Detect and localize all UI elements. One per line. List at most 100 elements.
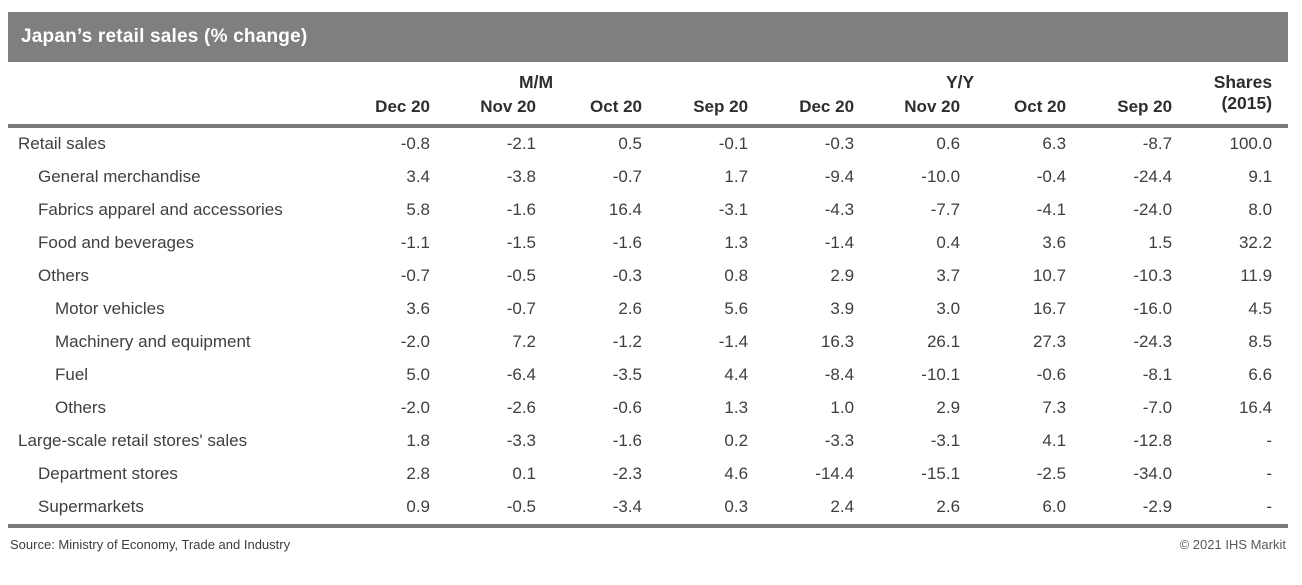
value-cell: 2.9 — [830, 266, 855, 285]
date-columns-row: Dec 20 Nov 20 Oct 20 Sep 20 Dec 20 Nov 20 Oct … — [8, 94, 1288, 128]
row-label: Motor vehicles — [55, 299, 165, 318]
row-label: Others — [38, 266, 90, 285]
value-cell: 2.9 — [936, 398, 961, 417]
row-label: Retail sales — [18, 134, 106, 153]
value-cell: 4.4 — [724, 365, 749, 384]
value-cell: 1.7 — [724, 167, 749, 186]
value-cell: 5.0 — [406, 365, 430, 384]
shares-value-cell: 6.6 — [1248, 365, 1273, 384]
value-cell: -0.5 — [506, 266, 536, 285]
value-cell: -3.1 — [930, 431, 961, 450]
value-cell: 16.7 — [1032, 299, 1067, 318]
column-header: Dec 20 — [748, 94, 855, 128]
row-label: Fabrics apparel and accessories — [38, 200, 283, 219]
value-cell: -1.4 — [824, 233, 855, 252]
value-cell: 6.3 — [1042, 134, 1067, 153]
value-cell: 0.2 — [724, 431, 749, 450]
value-cell: 1.8 — [406, 431, 430, 450]
value-cell: 1.3 — [724, 233, 749, 252]
group-header-yy: Y/Y — [945, 72, 975, 92]
row-label: General merchandise — [38, 167, 201, 186]
column-header: Nov 20 — [854, 94, 961, 128]
value-cell: -9.4 — [824, 167, 855, 186]
value-cell: -15.1 — [921, 464, 961, 483]
value-cell: -4.3 — [824, 200, 855, 219]
value-cell: -1.6 — [612, 233, 642, 252]
copyright-note: © 2021 IHS Markit — [1179, 537, 1286, 552]
column-header: Dec 20 — [324, 94, 430, 128]
shares-value-cell: 100.0 — [1229, 134, 1273, 153]
value-cell: -16.0 — [1133, 299, 1173, 318]
value-cell: -7.0 — [1142, 398, 1173, 417]
value-cell: -1.5 — [506, 233, 536, 252]
shares-value-cell: 8.0 — [1248, 200, 1273, 219]
value-cell: 4.6 — [724, 464, 749, 483]
value-cell: -3.8 — [506, 167, 536, 186]
value-cell: 7.3 — [1042, 398, 1067, 417]
column-header: Sep 20 — [642, 94, 749, 128]
table-row: Large-scale retail stores' sales 1.8 -3.3… — [8, 425, 1288, 458]
value-cell: 3.0 — [936, 299, 961, 318]
shares-value-cell: 4.5 — [1248, 299, 1273, 318]
table-row: Fuel 5.0 -6.4 -3.5 4.4 -8.4 -10.1 -0.6 -8.1 6.6 — [8, 359, 1288, 392]
value-cell: 26.1 — [926, 332, 961, 351]
value-cell: 2.6 — [618, 299, 642, 318]
row-label: Fuel — [55, 365, 89, 384]
value-cell: -0.1 — [718, 134, 749, 153]
column-header: Oct 20 — [536, 94, 642, 128]
value-cell: 3.4 — [406, 167, 430, 186]
value-cell: -2.0 — [400, 332, 430, 351]
value-cell: -8.7 — [1142, 134, 1173, 153]
value-cell: -0.6 — [1036, 365, 1067, 384]
shares-column-header: Shares (2015) — [1172, 62, 1289, 128]
value-cell: -10.3 — [1133, 266, 1173, 285]
table-title-bar: Japan’s retail sales (% change) — [8, 12, 1288, 62]
value-cell: 3.6 — [1042, 233, 1067, 252]
value-cell: 5.8 — [406, 200, 430, 219]
shares-header-line1: Shares — [1213, 72, 1273, 92]
label-column-spacer — [8, 94, 324, 128]
value-cell: -0.7 — [506, 299, 536, 318]
value-cell: -0.8 — [400, 134, 430, 153]
value-cell: 0.6 — [936, 134, 961, 153]
table-row: General merchandise 3.4 -3.8 -0.7 1.7 -9.4 -1… — [8, 161, 1288, 194]
value-cell: -4.1 — [1036, 200, 1067, 219]
value-cell: -3.4 — [536, 491, 642, 528]
value-cell: 0.9 — [324, 491, 430, 528]
value-cell: 10.7 — [1032, 266, 1067, 285]
value-cell: 3.6 — [406, 299, 430, 318]
value-cell: -14.4 — [815, 464, 855, 483]
table-header: M/M Y/Y Shares (2015) Dec 20 Nov 20 Oct 20… — [8, 62, 1289, 128]
value-cell: 0.3 — [642, 491, 749, 528]
value-cell: -3.3 — [506, 431, 536, 450]
shares-header-line2: (2015) — [1221, 93, 1273, 113]
value-cell: -0.7 — [612, 167, 642, 186]
value-cell: 7.2 — [512, 332, 536, 351]
row-label: Others — [55, 398, 107, 417]
row-label: Department stores — [38, 464, 178, 483]
value-cell: 27.3 — [1032, 332, 1067, 351]
row-label: Machinery and equipment — [55, 332, 251, 351]
shares-value-cell: 8.5 — [1248, 332, 1273, 351]
value-cell: -2.0 — [400, 398, 430, 417]
table-row: Retail sales -0.8 -2.1 0.5 -0.1 -0.3 0.6 6.3 -8… — [8, 126, 1288, 161]
table-footer: Source: Ministry of Economy, Trade and I… — [8, 537, 1288, 552]
retail-sales-table: M/M Y/Y Shares (2015) Dec 20 Nov 20 Oct 20… — [8, 62, 1289, 528]
value-cell: -3.3 — [824, 431, 855, 450]
value-cell: -2.5 — [1036, 464, 1067, 483]
value-cell: 1.5 — [1148, 233, 1173, 252]
value-cell: -24.0 — [1133, 200, 1173, 219]
value-cell: -6.4 — [506, 365, 536, 384]
value-cell: -1.6 — [612, 431, 642, 450]
shares-value-cell: 9.1 — [1248, 167, 1273, 186]
value-cell: 3.9 — [830, 299, 855, 318]
value-cell: 0.5 — [618, 134, 642, 153]
value-cell: 3.7 — [936, 266, 961, 285]
shares-value-cell: - — [1266, 464, 1273, 483]
value-cell: -2.3 — [612, 464, 642, 483]
value-cell: 1.0 — [830, 398, 855, 417]
value-cell: -0.7 — [400, 266, 430, 285]
value-cell: -3.1 — [718, 200, 749, 219]
value-cell: -24.3 — [1133, 332, 1173, 351]
